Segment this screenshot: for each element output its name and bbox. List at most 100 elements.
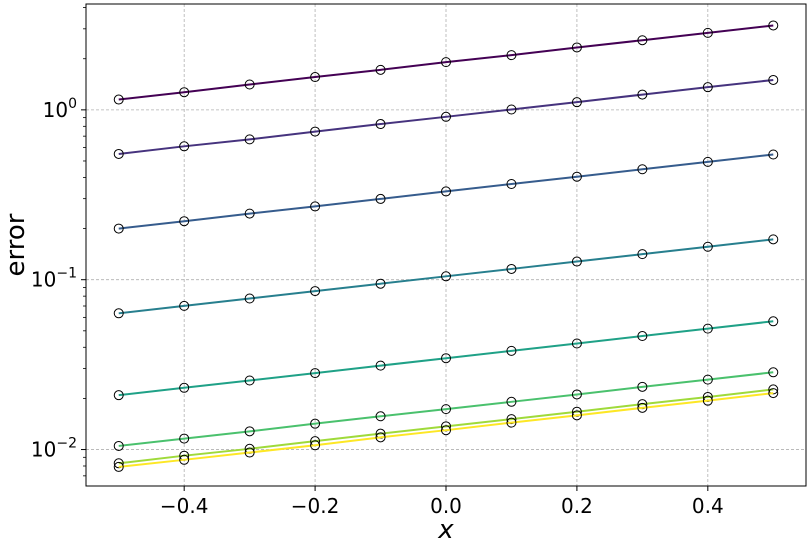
data-point bbox=[441, 186, 451, 197]
data-point bbox=[244, 447, 255, 458]
data-point bbox=[768, 367, 779, 378]
data-point bbox=[506, 263, 517, 274]
data-point bbox=[506, 396, 517, 407]
data-point bbox=[441, 57, 451, 68]
data-point bbox=[506, 178, 517, 189]
data-point bbox=[113, 94, 124, 105]
data-point bbox=[179, 141, 190, 152]
series-6 bbox=[113, 367, 779, 451]
data-point bbox=[179, 300, 190, 311]
series-line bbox=[118, 388, 774, 465]
data-point bbox=[375, 360, 386, 371]
data-point bbox=[637, 89, 648, 100]
data-point bbox=[244, 79, 255, 90]
data-point bbox=[179, 433, 190, 444]
data-point bbox=[310, 72, 321, 83]
data-point bbox=[179, 454, 190, 465]
data-point bbox=[113, 461, 124, 472]
data-point bbox=[441, 404, 451, 415]
data-point bbox=[571, 410, 582, 421]
series-line bbox=[118, 238, 774, 315]
data-point bbox=[113, 308, 124, 319]
x-tick-label: −0.2 bbox=[291, 494, 340, 518]
series-5 bbox=[113, 316, 779, 401]
data-point bbox=[637, 331, 648, 342]
x-tick-label: 0.4 bbox=[692, 494, 724, 518]
data-point bbox=[441, 111, 451, 122]
data-point bbox=[637, 35, 648, 46]
y-tick-label: 10−1 bbox=[31, 266, 77, 292]
data-point bbox=[768, 20, 779, 31]
data-point bbox=[310, 201, 321, 212]
data-point bbox=[506, 417, 517, 428]
x-tick-label: −0.4 bbox=[160, 494, 209, 518]
data-point bbox=[441, 425, 451, 436]
data-point bbox=[702, 27, 713, 38]
data-point bbox=[179, 216, 190, 227]
data-point bbox=[702, 395, 713, 406]
data-point bbox=[179, 87, 190, 98]
data-point bbox=[506, 345, 517, 356]
series-line bbox=[118, 78, 774, 155]
data-point bbox=[571, 338, 582, 349]
data-point bbox=[179, 382, 190, 393]
data-point bbox=[441, 271, 451, 282]
data-point bbox=[637, 402, 648, 413]
series-line bbox=[118, 320, 774, 397]
series-line bbox=[118, 24, 774, 101]
data-point bbox=[506, 50, 517, 61]
data-point bbox=[768, 149, 779, 160]
data-point bbox=[506, 104, 517, 115]
series-line bbox=[118, 153, 774, 230]
x-axis-label: x bbox=[437, 515, 454, 545]
data-point bbox=[310, 126, 321, 137]
data-point bbox=[310, 368, 321, 379]
x-tick-label: 0.2 bbox=[561, 494, 593, 518]
data-point bbox=[244, 134, 255, 145]
series-4 bbox=[113, 234, 779, 319]
y-axis-label: error bbox=[1, 213, 31, 276]
data-point bbox=[310, 440, 321, 451]
y-axis: 100 10−1 10−2 bbox=[31, 7, 86, 477]
data-point bbox=[113, 148, 124, 159]
series-3 bbox=[113, 149, 779, 234]
data-point bbox=[375, 64, 386, 75]
data-point bbox=[571, 389, 582, 400]
data-point bbox=[244, 426, 255, 437]
data-point bbox=[571, 256, 582, 267]
x-axis: −0.4 −0.2 0.0 0.2 0.4 bbox=[160, 486, 724, 518]
data-point bbox=[375, 193, 386, 204]
data-point bbox=[702, 323, 713, 334]
series-line bbox=[118, 392, 774, 468]
data-point bbox=[768, 316, 779, 327]
data-point bbox=[768, 74, 779, 85]
series-layer bbox=[113, 20, 779, 472]
data-point bbox=[702, 374, 713, 385]
data-point bbox=[310, 418, 321, 429]
data-point bbox=[244, 208, 255, 219]
data-point bbox=[637, 249, 648, 260]
data-point bbox=[244, 293, 255, 304]
data-point bbox=[768, 234, 779, 245]
data-point bbox=[637, 164, 648, 175]
data-point bbox=[375, 119, 386, 130]
y-tick-label: 100 bbox=[43, 96, 77, 122]
data-point bbox=[702, 82, 713, 93]
data-point bbox=[375, 278, 386, 289]
data-point bbox=[702, 241, 713, 252]
data-point bbox=[244, 375, 255, 386]
data-point bbox=[113, 440, 124, 451]
data-point bbox=[637, 381, 648, 392]
x-tick-label: 0.0 bbox=[430, 494, 462, 518]
data-point bbox=[768, 388, 779, 399]
data-point bbox=[571, 97, 582, 108]
data-point bbox=[571, 42, 582, 53]
data-point bbox=[375, 411, 386, 422]
series-8 bbox=[113, 388, 779, 472]
series-1 bbox=[113, 20, 779, 105]
data-point bbox=[113, 223, 124, 234]
series-line bbox=[118, 371, 774, 447]
data-point bbox=[310, 286, 321, 297]
data-point bbox=[113, 458, 124, 469]
